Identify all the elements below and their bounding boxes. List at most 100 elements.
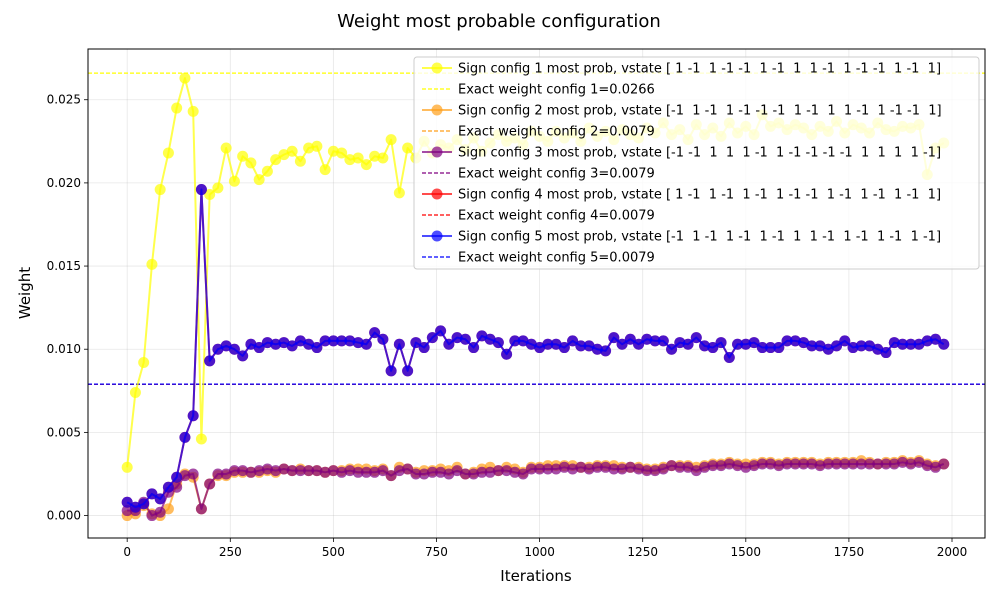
series-3-point <box>435 466 447 478</box>
series-1-point <box>171 102 183 114</box>
series-5-point <box>377 333 389 345</box>
series-3-point <box>781 458 793 470</box>
series-5-point <box>608 332 620 344</box>
series-1-point <box>245 157 257 169</box>
series-3-point <box>154 506 166 518</box>
series-5-point <box>443 338 455 350</box>
series-5-point <box>748 337 760 349</box>
series-1-point <box>195 433 207 445</box>
series-3-point <box>195 503 207 515</box>
series-5-point <box>179 431 191 443</box>
series-3-point <box>624 461 636 473</box>
series-5-point <box>765 342 777 354</box>
series-3-point <box>765 458 777 470</box>
series-1-point <box>327 145 339 157</box>
series-5-point <box>245 338 257 350</box>
series-1-point <box>138 357 150 369</box>
series-5-point <box>228 343 240 355</box>
x-tick-label: 500 <box>322 545 345 559</box>
series-3-point <box>303 465 315 477</box>
series-5-point <box>567 335 579 347</box>
series-5-point <box>369 327 381 339</box>
series-3-point <box>484 466 496 478</box>
x-tick-label: 1000 <box>524 545 555 559</box>
series-3-point <box>492 465 504 477</box>
series-5-point <box>938 338 950 350</box>
legend-box <box>413 56 980 270</box>
series-5-point <box>171 471 183 483</box>
series-1-point <box>352 152 364 164</box>
series-1-point <box>204 189 216 201</box>
chart-title: Weight most probable configuration <box>337 11 661 32</box>
series-5-point <box>575 340 587 352</box>
series-3-point <box>575 461 587 473</box>
series-5-point <box>616 338 628 350</box>
legend-series-1-marker <box>431 62 443 74</box>
x-axis-label: Iterations <box>500 567 572 585</box>
series-3-point <box>542 463 554 475</box>
series-3-point <box>567 463 579 475</box>
series-5-point <box>129 501 141 513</box>
y-tick-label: 0.005 <box>47 425 81 439</box>
series-5-point <box>352 337 364 349</box>
series-3-point <box>393 465 405 477</box>
series-5-point <box>822 343 834 355</box>
series-3-point <box>657 463 669 475</box>
series-5-point <box>674 337 686 349</box>
series-5-point <box>319 335 331 347</box>
series-3-point <box>666 460 678 472</box>
series-1-point <box>303 142 315 154</box>
series-5-point <box>451 332 463 344</box>
series-5-point <box>550 338 562 350</box>
series-3-point <box>732 460 744 472</box>
series-3-point <box>748 460 760 472</box>
series-5-point <box>138 498 150 510</box>
series-3-point <box>822 458 834 470</box>
series-1-point <box>261 165 273 177</box>
series-5-point <box>360 338 372 350</box>
legend-series-2-marker <box>431 104 443 116</box>
y-axis-label: Weight <box>16 267 34 319</box>
y-tick-label: 0.020 <box>47 176 81 190</box>
series-1-point <box>212 182 224 194</box>
series-5-point <box>121 496 133 508</box>
series-3-point <box>773 460 785 472</box>
x-tick-label: 1250 <box>627 545 658 559</box>
series-5-point <box>666 343 678 355</box>
series-1-point <box>385 134 397 146</box>
legend: Sign config 1 most prob, vstate [ 1 -1 1… <box>413 56 980 270</box>
series-5-point <box>591 343 603 355</box>
series-3-point <box>633 463 645 475</box>
series-5-point <box>459 333 471 345</box>
series-1-point <box>187 105 199 117</box>
series-5-point <box>732 338 744 350</box>
series-3-point <box>905 458 917 470</box>
series-5-point <box>344 335 356 347</box>
series-5-point <box>682 338 694 350</box>
series-5-point <box>880 347 892 359</box>
series-5-point <box>336 335 348 347</box>
series-5-point <box>525 338 537 350</box>
series-1-point <box>154 184 166 196</box>
series-5-point <box>723 352 735 364</box>
series-5-point <box>624 333 636 345</box>
series-3-point <box>294 465 306 477</box>
series-3-point <box>426 466 438 478</box>
x-tick-label: 2000 <box>937 545 968 559</box>
legend-reference-3-label: Exact weight config 3=0.0079 <box>458 167 655 182</box>
series-5-point <box>707 342 719 354</box>
series-1-point <box>270 154 282 166</box>
series-3-point <box>583 463 595 475</box>
series-5-point <box>261 337 273 349</box>
series-3-point <box>179 470 191 482</box>
series-1-point <box>253 174 265 186</box>
series-3-point <box>789 458 801 470</box>
series-5-point <box>773 342 785 354</box>
series-3-point <box>756 458 768 470</box>
x-tick-label: 1750 <box>834 545 865 559</box>
series-3-point <box>839 458 851 470</box>
series-5-point <box>690 332 702 344</box>
series-3-point <box>270 465 282 477</box>
series-3-point <box>534 463 546 475</box>
series-1-point <box>228 175 240 187</box>
